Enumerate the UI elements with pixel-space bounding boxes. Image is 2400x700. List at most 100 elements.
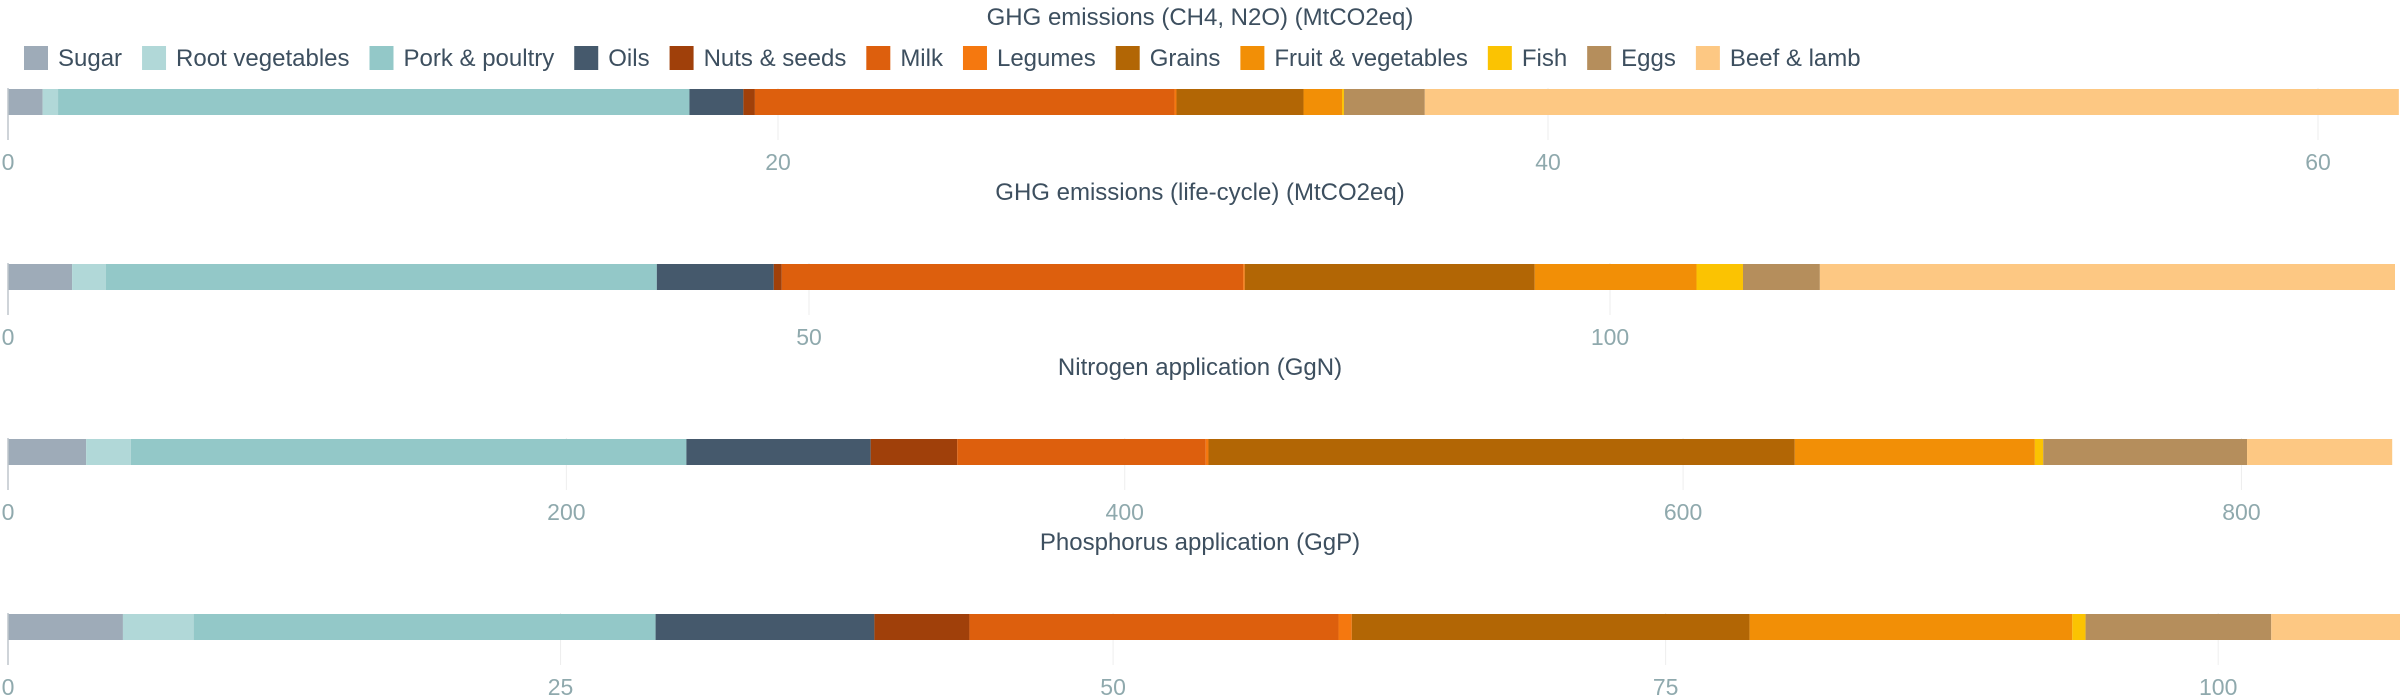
legend-item-fish[interactable]: Fish (1487, 45, 1567, 72)
legend-item-eggs[interactable]: Eggs (1587, 45, 1676, 72)
x-tick-label: 200 (547, 499, 585, 525)
bar-segment-fish[interactable] (2034, 439, 2044, 465)
bar-segment-milk[interactable] (781, 264, 1244, 290)
chart-panel-3: Nitrogen application (GgN) 0 200 400 600 800 (2, 354, 2393, 525)
legend-swatch (142, 46, 167, 70)
legend-label: Sugar (58, 45, 122, 72)
bar-segment-nuts-and-seeds[interactable] (773, 264, 782, 290)
bar-segment-nuts-and-seeds[interactable] (743, 89, 755, 115)
legend-item-fruit-and-vegetables[interactable]: Fruit & vegetables (1240, 45, 1468, 72)
x-tick-label: 0 (2, 324, 15, 350)
bar-segment-oils[interactable] (655, 614, 875, 640)
bar-segment-sugar[interactable] (8, 89, 43, 115)
bar-segment-fruit-and-vegetables[interactable] (1794, 439, 2035, 465)
bar-segment-sugar[interactable] (8, 439, 87, 465)
legend-label: Fruit & vegetables (1274, 45, 1467, 72)
bar-segment-milk[interactable] (969, 614, 1339, 640)
bar-segment-nuts-and-seeds[interactable] (870, 439, 958, 465)
legend-label: Beef & lamb (1730, 45, 1861, 72)
bar-segment-beef-and-lamb[interactable] (2271, 614, 2400, 640)
legend-label: Nuts & seeds (704, 45, 847, 72)
legend-swatch (1695, 46, 1720, 70)
bar-segment-beef-and-lamb[interactable] (2247, 439, 2393, 465)
panel-title: GHG emissions (CH4, N2O) (MtCO2eq) (987, 4, 1414, 31)
bar-segment-milk[interactable] (957, 439, 1206, 465)
bar-segment-beef-and-lamb[interactable] (1424, 89, 2399, 115)
bar-segment-fruit-and-vegetables[interactable] (1303, 89, 1343, 115)
x-tick-label: 0 (2, 499, 15, 525)
bar-segment-milk[interactable] (754, 89, 1175, 115)
bar-segment-grains[interactable] (1208, 439, 1795, 465)
legend-swatch (574, 46, 599, 70)
x-tick-label: 100 (2199, 674, 2237, 700)
legend-swatch (1115, 46, 1140, 70)
bar-segment-pork-and-poultry[interactable] (105, 264, 657, 290)
x-tick-label: 75 (1653, 674, 1679, 700)
bar-segment-grains[interactable] (1176, 89, 1304, 115)
bar-segment-legumes[interactable] (1174, 89, 1177, 115)
legend-item-legumes[interactable]: Legumes (962, 45, 1096, 72)
legend-swatch (1240, 46, 1265, 70)
bar-segment-eggs[interactable] (2043, 439, 2248, 465)
legend-swatch (669, 46, 694, 70)
legend-item-nuts-and-seeds[interactable]: Nuts & seeds (669, 45, 847, 72)
bar-segment-fish[interactable] (1696, 264, 1743, 290)
bar-segment-oils[interactable] (656, 264, 774, 290)
bar-segment-eggs[interactable] (2085, 614, 2272, 640)
legend-item-pork-and-poultry[interactable]: Pork & poultry (369, 45, 555, 72)
bar-segment-root-vegetables[interactable] (42, 89, 59, 115)
legend-label: Fish (1522, 45, 1567, 72)
bar-segment-fish[interactable] (2072, 614, 2086, 640)
legend-item-beef-and-lamb[interactable]: Beef & lamb (1695, 45, 1861, 72)
legend-item-milk[interactable]: Milk (866, 45, 944, 72)
x-tick-label: 400 (1106, 499, 1144, 525)
bar-segment-pork-and-poultry[interactable] (130, 439, 687, 465)
bar-segment-fish[interactable] (1342, 89, 1344, 115)
chart-panel-2: GHG emissions (life-cycle) (MtCO2eq) 0 50 1… (2, 179, 2395, 350)
bar-segment-oils[interactable] (686, 439, 871, 465)
legend-item-oils[interactable]: Oils (574, 45, 650, 72)
legend-swatch (369, 46, 394, 70)
x-tick-label: 20 (765, 149, 791, 175)
bar-segment-legumes[interactable] (1338, 614, 1352, 640)
bar-segment-root-vegetables[interactable] (122, 614, 194, 640)
bar-segment-grains[interactable] (1351, 614, 1750, 640)
bar-segment-nuts-and-seeds[interactable] (874, 614, 970, 640)
legend-swatch (24, 46, 48, 70)
bar-segment-fruit-and-vegetables[interactable] (1749, 614, 2073, 640)
panel-title: Phosphorus application (GgP) (1040, 529, 1360, 556)
legend-item-root-vegetables[interactable]: Root vegetables (142, 45, 350, 72)
bar-segment-fruit-and-vegetables[interactable] (1534, 264, 1697, 290)
bar-segment-oils[interactable] (689, 89, 744, 115)
bar-segment-legumes[interactable] (1243, 264, 1245, 290)
bar-segment-pork-and-poultry[interactable] (193, 614, 656, 640)
legend-swatch (866, 46, 891, 70)
bar-segment-legumes[interactable] (1205, 439, 1209, 465)
bar-segment-eggs[interactable] (1343, 89, 1425, 115)
legend-label: Pork & poultry (404, 45, 555, 72)
legend-item-sugar[interactable]: Sugar (24, 45, 122, 72)
bar-segment-root-vegetables[interactable] (72, 264, 106, 290)
bar-segment-root-vegetables[interactable] (86, 439, 131, 465)
bar-segment-grains[interactable] (1244, 264, 1535, 290)
legend-item-grains[interactable]: Grains (1115, 45, 1221, 72)
x-tick-label: 60 (2305, 149, 2331, 175)
legend-label: Grains (1150, 45, 1221, 72)
legend-swatch (1587, 46, 1612, 70)
legend-label: Oils (608, 45, 649, 72)
x-tick-label: 40 (1535, 149, 1561, 175)
legend: Sugar Root vegetables Pork & poultry Oils Nu… (24, 45, 1861, 72)
bar-segment-sugar[interactable] (8, 264, 73, 290)
chart-panel-1: GHG emissions (CH4, N2O) (MtCO2eq) 0 20 40 6… (2, 4, 2399, 175)
chart-panel-4: Phosphorus application (GgP) 0 25 50 75 100 (2, 529, 2400, 700)
legend-label: Root vegetables (176, 45, 349, 72)
legend-label: Eggs (1621, 45, 1676, 72)
bar-segment-sugar[interactable] (8, 614, 123, 640)
bar-segment-beef-and-lamb[interactable] (1819, 264, 2395, 290)
panel-title: Nitrogen application (GgN) (1058, 354, 1342, 381)
x-tick-label: 50 (1100, 674, 1126, 700)
bar-segment-pork-and-poultry[interactable] (58, 89, 690, 115)
legend-swatch (1487, 46, 1512, 70)
bar-segment-eggs[interactable] (1742, 264, 1820, 290)
